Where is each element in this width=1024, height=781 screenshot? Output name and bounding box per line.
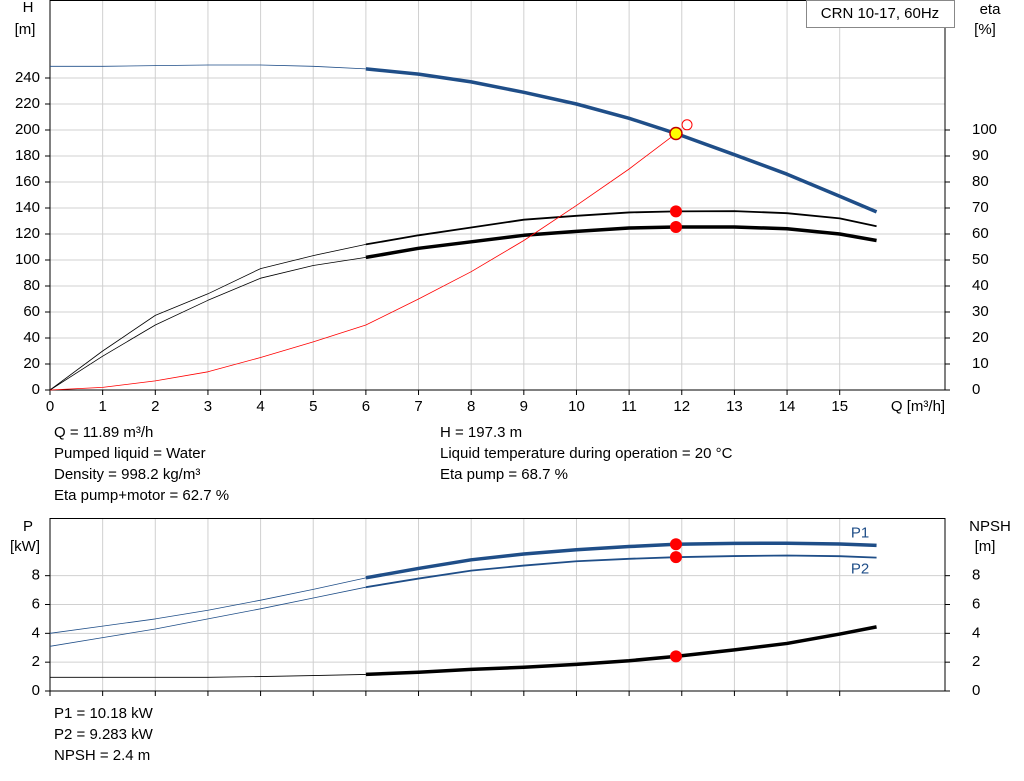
curve [49,244,366,391]
x-tick-label: 11 [621,398,637,415]
y-tick-label: 40 [23,329,40,346]
y2-tick-label: 0 [972,682,980,699]
plot-frame [49,0,946,391]
duty-point [669,538,682,551]
x-tick-label: 13 [726,398,743,415]
y-tick-label: 160 [15,173,40,190]
x-tick-label: 4 [256,398,264,415]
y-axis-title: P [23,518,33,535]
y2-axis-unit: [m] [975,538,996,555]
y-axis-unit: [kW] [10,538,40,555]
curve [49,577,366,634]
y2-tick-label: 6 [972,595,980,612]
duty-point [669,126,683,141]
y2-tick-label: 0 [972,381,980,398]
curve [365,67,878,214]
info-text: Liquid temperature during operation = 20… [440,445,733,462]
title-box [806,0,955,28]
y-tick-label: 60 [23,303,40,320]
info-text: P2 = 9.283 kW [54,726,154,743]
legend-label: P2 [851,561,869,578]
marker-point [681,119,693,131]
y-tick-label: 80 [23,277,40,294]
y-axis-unit: [m] [15,21,36,38]
y-tick-label: 120 [15,225,40,242]
chart-title: CRN 10-17, 60Hz [821,5,939,22]
curve [365,625,877,677]
y2-tick-label: 70 [972,199,989,216]
y-tick-label: 100 [15,251,40,268]
x-tick-label: 2 [151,398,159,415]
y2-tick-label: 50 [972,251,989,268]
y-tick-label: 140 [15,199,40,216]
y2-tick-label: 30 [972,303,989,320]
curve [49,257,366,391]
curve [365,554,877,589]
x-tick-label: 1 [98,398,106,415]
y2-tick-label: 20 [972,329,989,346]
y-tick-label: 20 [23,355,40,372]
y-tick-label: 8 [32,567,40,584]
info-text: Density = 998.2 kg/m³ [54,466,200,483]
curve [49,586,366,647]
curve [365,210,877,246]
y2-axis-title: NPSH [969,518,1011,535]
y2-tick-label: 10 [972,355,989,372]
x-axis-title: Q [m³/h] [891,398,945,415]
y-axis-title: H [23,0,34,16]
curve [49,324,367,391]
y2-tick-label: 90 [972,147,989,164]
x-tick-label: 12 [673,398,690,415]
y2-axis-title: eta [980,1,1002,18]
y2-tick-label: 2 [972,653,980,670]
y2-tick-label: 8 [972,567,980,584]
y-tick-label: 2 [32,653,40,670]
x-tick-label: 5 [309,398,317,415]
y-tick-label: 200 [15,121,40,138]
y2-tick-label: 100 [972,121,997,138]
x-tick-label: 8 [467,398,475,415]
y2-tick-label: 40 [972,277,989,294]
y2-axis-unit: [%] [974,21,996,38]
x-tick-label: 10 [568,398,585,415]
info-text: Pumped liquid = Water [54,445,206,462]
duty-point [669,551,682,564]
info-text: P1 = 10.18 kW [54,705,154,722]
x-tick-label: 15 [831,398,848,415]
info-text: Q = 11.89 m³/h [54,424,153,441]
info-text: Eta pump = 68.7 % [440,466,568,483]
y-tick-label: 180 [15,147,40,164]
x-tick-label: 14 [779,398,796,415]
y-tick-label: 0 [32,682,40,699]
curve [365,541,877,580]
info-text: Eta pump+motor = 62.7 % [54,487,229,504]
curve [365,133,677,326]
y2-tick-label: 60 [972,225,989,242]
curve [365,225,877,260]
duty-point [669,220,682,233]
y2-tick-label: 80 [972,173,989,190]
y-tick-label: 240 [15,69,40,86]
y-tick-label: 0 [32,381,40,398]
x-tick-label: 0 [46,398,54,415]
duty-point [669,650,682,663]
y2-tick-label: 4 [972,624,980,641]
info-text: NPSH = 2.4 m [54,747,150,764]
duty-point [669,205,682,218]
curve [50,64,366,70]
legend-label: P1 [851,524,869,541]
y-tick-label: 4 [32,624,40,641]
x-tick-label: 3 [204,398,212,415]
curve [50,674,366,678]
y-tick-label: 220 [15,95,40,112]
x-tick-label: 9 [520,398,528,415]
info-text: H = 197.3 m [440,424,522,441]
y-tick-label: 6 [32,595,40,612]
x-tick-label: 6 [362,398,370,415]
x-tick-label: 7 [414,398,422,415]
